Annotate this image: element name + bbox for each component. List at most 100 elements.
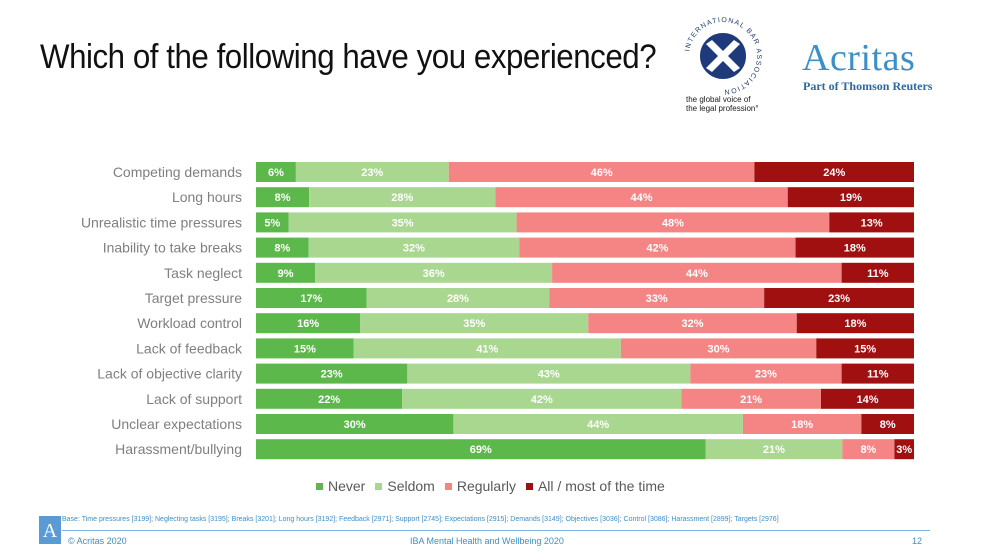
category-label: Competing demands (113, 164, 242, 180)
data-label: 44% (686, 268, 708, 280)
legend-label: All / most of the time (537, 478, 665, 494)
data-label: 36% (423, 268, 445, 280)
data-label: 19% (840, 192, 862, 204)
bar-segment (256, 212, 289, 233)
bar-segment (620, 338, 817, 359)
bar-segment (754, 162, 914, 182)
iba-logo: INTERNATIONAL BAR ASSOCIATION (684, 17, 761, 95)
data-label: 46% (591, 167, 613, 179)
data-label: 30% (708, 343, 730, 355)
data-label: 35% (463, 318, 485, 330)
bar-segment (552, 262, 842, 283)
data-label: 5% (264, 217, 280, 229)
legend-item: Regularly (444, 478, 516, 494)
stacked-bar-chart: Competing demands 6% 23% 46% 24% Long hours 8%… (81, 162, 914, 460)
data-label: 28% (447, 293, 469, 305)
data-label: 42% (531, 394, 553, 406)
bar-segment (256, 162, 296, 182)
page-title: Which of the following have you experien… (40, 38, 657, 76)
bar-segment (796, 313, 914, 334)
acritas-a-logo: A (39, 516, 61, 544)
bar-segment (861, 414, 914, 434)
category-label: Harassment/bullying (115, 441, 242, 457)
data-label: 44% (630, 192, 652, 204)
data-label: 23% (361, 167, 383, 179)
data-label: 69% (470, 444, 492, 456)
category-label: Inability to take breaks (103, 240, 242, 256)
legend-item: All / most of the time (525, 478, 665, 494)
data-label: 22% (318, 394, 340, 406)
data-label: 42% (646, 243, 668, 255)
data-label: 11% (867, 268, 889, 280)
legend-swatch (525, 482, 533, 490)
bar-segment (894, 439, 914, 460)
data-label: 18% (844, 318, 866, 330)
bar-segment (820, 388, 914, 409)
bar-segment (256, 363, 408, 384)
data-label: 8% (860, 444, 876, 456)
data-label: 24% (823, 167, 845, 179)
data-label: 9% (278, 268, 294, 280)
bar-segment (256, 187, 310, 208)
legend-swatch (375, 482, 383, 490)
copyright: © Acritas 2020 (68, 536, 127, 546)
bar-segment (495, 187, 788, 208)
bar-segment (256, 313, 361, 334)
bar-segment (690, 363, 842, 384)
data-label: 8% (275, 192, 291, 204)
data-label: 16% (297, 318, 319, 330)
data-label: 15% (294, 343, 316, 355)
category-label: Unclear expectations (111, 416, 242, 432)
legend-swatch (316, 482, 323, 490)
bar-segment (549, 288, 765, 308)
bar-segment (256, 237, 309, 258)
bar-segment (448, 162, 755, 182)
bar-segment (407, 363, 691, 384)
data-label: 18% (844, 243, 866, 255)
bar-segment (309, 187, 496, 208)
data-label: 32% (681, 318, 703, 330)
legend-item: Seldom (375, 478, 435, 494)
data-label: 8% (880, 419, 896, 431)
bar-segment (256, 414, 454, 434)
page-number: 12 (912, 536, 923, 546)
bar-segment (829, 212, 914, 233)
data-label: 17% (300, 293, 322, 305)
data-label: 21% (740, 394, 762, 406)
iba-tagline: the global voice of the legal profession… (686, 95, 759, 113)
data-label: 15% (854, 343, 876, 355)
category-label: Lack of feedback (136, 340, 243, 356)
footer-divider (62, 530, 930, 531)
data-label: 23% (828, 293, 850, 305)
acritas-logo: Acritas (802, 37, 916, 79)
bar-segment (787, 187, 914, 208)
bar-segment (256, 288, 367, 308)
data-label: 3% (896, 444, 912, 456)
data-label: 43% (538, 369, 560, 381)
chart-legend: Never Seldom Regularly All / most of the ti… (316, 478, 675, 494)
data-label: 30% (344, 419, 366, 431)
data-label: 28% (391, 192, 413, 204)
legend-label: Regularly (456, 478, 516, 494)
data-label: 23% (755, 369, 777, 381)
bar-segment (256, 262, 316, 283)
bar-segment (681, 388, 821, 409)
legend-label: Never (328, 478, 366, 494)
bar-segment (588, 313, 797, 334)
data-label: 23% (321, 369, 343, 381)
bar-segment (256, 439, 706, 460)
legend-item: Never (316, 478, 365, 494)
bar-segment (308, 237, 520, 258)
legend-label: Seldom (387, 478, 435, 494)
data-label: 33% (646, 293, 668, 305)
category-label: Target pressure (145, 290, 242, 306)
category-label: Lack of support (146, 391, 242, 407)
data-label: 6% (268, 167, 284, 179)
bar-segment (516, 212, 830, 233)
category-label: Lack of objective clarity (97, 366, 242, 382)
bar-segment (453, 414, 743, 434)
data-label: 8% (274, 243, 290, 255)
category-label: Long hours (172, 189, 242, 205)
bar-segment (841, 363, 914, 384)
bar-segment (705, 439, 843, 460)
